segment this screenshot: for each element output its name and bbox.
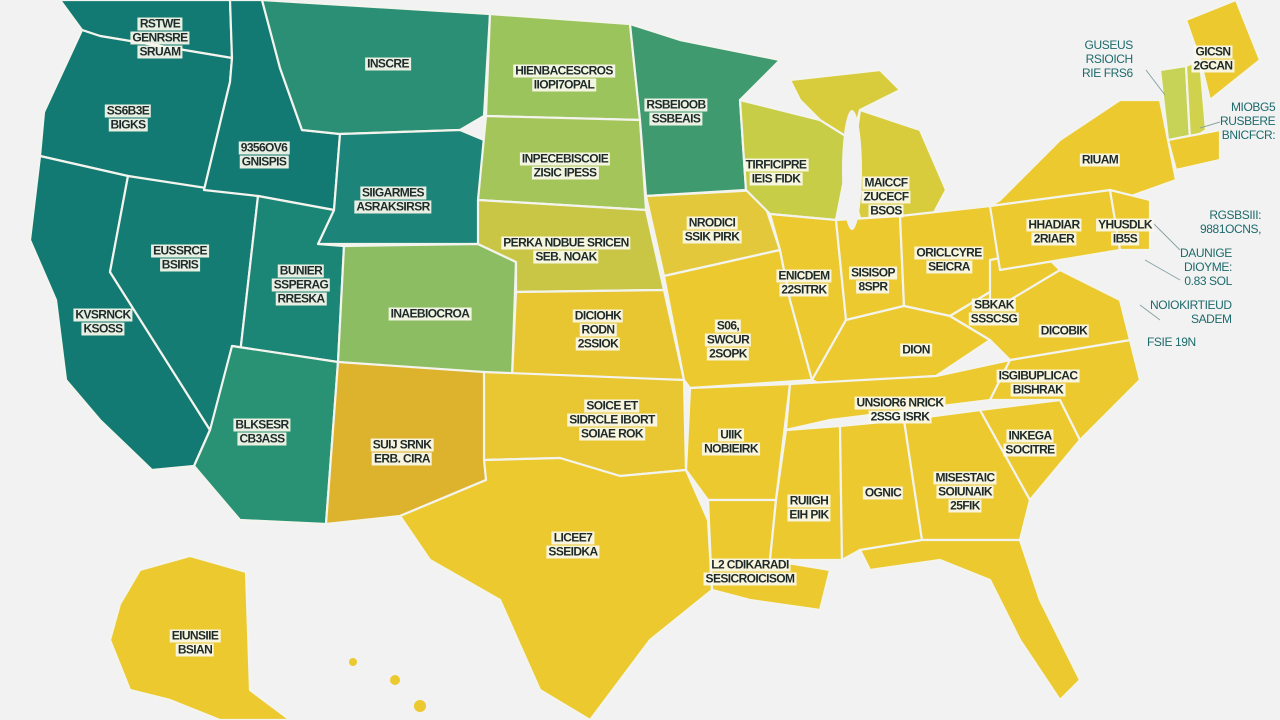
callout-rhode-island: RGSBSIII: 9881OCNS, <box>1200 208 1262 236</box>
label-alaska: EIUNSIIE BSIAN <box>169 628 221 657</box>
label-idaho: 9356OV6 GNISPIS <box>238 140 290 169</box>
label-virginia: DICOBIK <box>1038 323 1090 338</box>
label-montana: INSCRE <box>365 56 411 71</box>
callout-vermont: GUSEUS RSIOICH RIE FRS6 <box>1082 38 1133 80</box>
callout-leader <box>1149 219 1181 251</box>
label-south-carolina: INKEGA SOCITRE <box>1003 428 1057 457</box>
label-oklahoma: SOICE ET SIDRCLE IBORT SOIAE ROK <box>567 398 657 441</box>
state-massachusetts[interactable] <box>1166 128 1222 172</box>
label-new-mexico: SUIJ SRNK ERB. CIRA <box>370 437 434 466</box>
label-iowa: NRODICI SSIK PIRK <box>682 215 742 244</box>
label-kentucky: DION <box>900 342 932 357</box>
label-louisiana: L2 CDIKARADI SESICROICISOM <box>703 557 797 586</box>
callout-leader <box>1145 69 1166 96</box>
label-pennsylvania: HHADIAR 2RIAER <box>1026 217 1082 246</box>
label-minnesota: RSBEIOOB SSBEAIS <box>644 97 708 126</box>
state-texas[interactable] <box>398 456 714 720</box>
label-georgia: MISESTAIC SOIUNAIK 25FIK <box>933 470 997 513</box>
label-south-dakota: INPECEBISCOIE ZISIC IPESS <box>519 151 611 180</box>
label-wyoming: SIIGARMES ASRAKSIRSR <box>354 185 432 214</box>
callout-leader <box>1139 304 1161 321</box>
label-north-carolina: ISGIBUPLICAC BISHRAK <box>996 368 1080 397</box>
label-arizona: BLKSESR CB3ASS <box>233 417 291 446</box>
label-missouri: S06, SWCUR 2SOPK <box>704 318 752 361</box>
island <box>390 675 400 685</box>
callout-delaware: DAUNIGE DIOYME: 0.83 SOL <box>1180 246 1232 288</box>
label-oregon: SS6B3E BIGKS <box>104 103 152 132</box>
callout-dc: FSIE 19N <box>1147 335 1196 349</box>
island <box>349 658 357 666</box>
callout-maryland: NOIOKIRTIEUD SADEM <box>1150 298 1232 326</box>
callout-leader <box>1199 121 1221 129</box>
label-michigan: MAICCF ZUCECF BSOS <box>861 175 911 218</box>
label-arkansas: UIIK NOBIEIRK <box>702 427 760 456</box>
label-illinois: ENICDEM 22SITRK <box>776 268 832 297</box>
label-mississippi: RUIIGH EIH PIK <box>787 493 831 522</box>
label-washington: RSTWE GENRSRE SRUAM <box>130 16 190 59</box>
label-nevada: EUSSRCE BSIRIS <box>151 243 209 272</box>
label-indiana: SISISOP 8SPR <box>849 265 897 294</box>
label-new-york: RIUAM <box>1079 152 1121 167</box>
label-ohio: ORICLCYRE SEICRA <box>914 245 984 274</box>
label-west-virginia: SBKAK SSSCSG <box>968 297 1020 326</box>
label-north-dakota: HIENBACESCROS IIOPI7OPAL <box>513 63 615 92</box>
label-colorado: INAEBIOCROA <box>388 306 472 321</box>
label-tennessee: UNSIOR6 NRICK 2SSG ISRK <box>854 395 946 424</box>
label-california: KVSRNCK KSOSS <box>73 307 133 336</box>
label-new-jersey: YHUSDLK IB5S <box>1096 217 1154 246</box>
state-mississippi[interactable] <box>768 424 844 562</box>
label-texas: LICEE7 SSEIDKA <box>546 530 600 559</box>
callout-leader <box>1144 259 1181 281</box>
label-maine: GICSN 2GCAN <box>1191 44 1235 73</box>
label-nebraska: PERKA NDBUE SRICEN SEB. NOAK <box>501 235 631 264</box>
label-wisconsin: TIRFICIPRE IEIS FIDK <box>743 157 809 186</box>
label-kansas: DICIOHK RODN 2SSIOK <box>572 308 624 351</box>
state-new-york[interactable] <box>988 98 1178 208</box>
callout-massachusetts: MIOBG5 RUSBERE BNICFCR: <box>1220 100 1276 142</box>
label-utah: BUNIER SSPERAG RRESKA <box>271 263 331 306</box>
lake-michigan <box>842 110 862 230</box>
label-alabama: OGNIC <box>862 485 904 500</box>
island <box>414 700 426 712</box>
state-florida[interactable] <box>858 538 1082 702</box>
